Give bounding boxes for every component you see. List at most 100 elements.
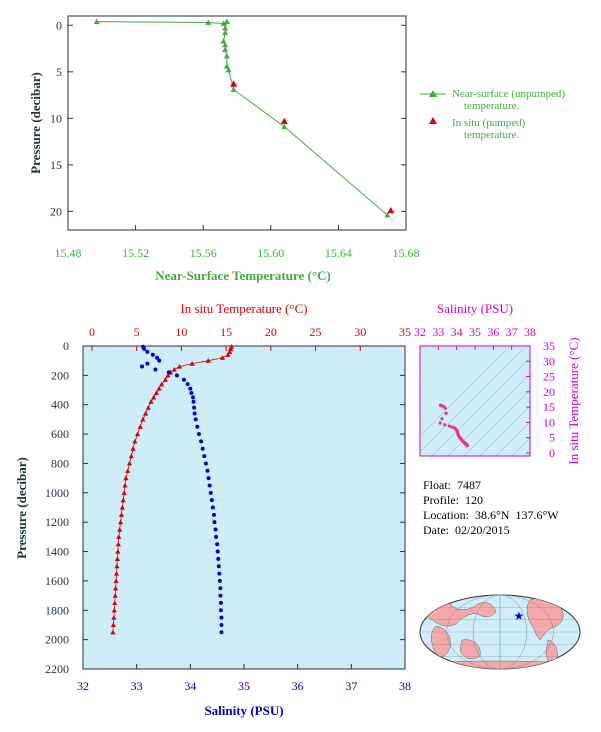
temperature-profile-point [225,352,231,357]
near-surface-x-tick-label: 15.48 [55,246,82,260]
temperature-profile-point [156,385,162,391]
salinity-profile-point [142,346,147,351]
pumped-temperature-point [280,117,288,124]
profile-chart: 0200400600800100012001400160018002000220… [14,301,411,718]
profile-number: Profile: 120 [423,493,483,507]
temperature-profile-point [117,519,124,525]
temperature-axis-tick-label: 30 [354,325,366,339]
near-surface-y-tick-label: 0 [56,18,62,32]
ts-point [443,423,447,427]
temperature-axis-label: In situ Temperature (°C) [180,301,307,316]
profile-y-tick-label: 600 [51,427,69,441]
salinity-profile-point [150,352,155,357]
ts-y-tick-label: 25 [543,370,555,384]
near-surface-y-ticks: 0 5 10 15 20 [50,18,406,218]
profile-y-tick-label: 800 [51,456,69,470]
temperature-profile-point [171,366,177,372]
near-surface-x-tick-label: 15.64 [325,246,352,260]
density-isoline [463,389,530,456]
density-isoline [479,405,530,456]
temperature-axis-tick-label: 20 [265,325,277,339]
near-surface-y-label: Pressure (decibar) [28,72,43,174]
temperature-profile-point [205,358,211,363]
legend-unpumped-line2: temperature. [464,100,520,112]
unpumped-temperature-point [223,18,230,24]
temperature-profile-point [177,363,183,369]
ts-y-tick-label: 20 [543,385,555,399]
temperature-profile-point [115,548,121,554]
temperature-profile-point [111,615,117,620]
unpumped-temperature-point [93,18,100,24]
salinity-profile-point [218,593,223,598]
salinity-profile-point [185,382,190,387]
ts-x-ticks: 32 33 34 35 36 37 38 [414,325,536,350]
ts-points [438,403,469,448]
temperature-profile-point [122,482,128,488]
unpumped-temperature-point [281,123,288,130]
temperature-profile-point [148,399,154,404]
temperature-profile-point [126,460,133,466]
legend-unpumped-line1: Near-surface (unpumped) [452,88,566,100]
near-surface-y-tick-label: 15 [50,158,62,172]
temperature-profile-point [159,381,165,387]
profile-y-tick-label: 1000 [45,486,69,500]
near-surface-x-label: Near-Surface Temperature (°C) [155,268,331,283]
salinity-axis-tick-label: 33 [131,679,143,693]
temperature-axis-tick-label: 35 [399,325,411,339]
density-isoline [495,421,530,456]
profile-y-tick-label: 2000 [45,633,69,647]
ts-y-tick-label: 15 [543,400,555,414]
profile-date: Date: 02/20/2015 [423,523,510,537]
temperature-axis-tick-label: 15 [220,325,232,339]
near-surface-y-tick-label: 10 [50,111,62,125]
ts-x-tick-label: 35 [469,325,481,339]
salinity-axis-label: Salinity (PSU) [204,703,283,718]
profile-y-tick-label: 200 [51,368,69,382]
salinity-profile-point [153,367,158,372]
density-isoline [447,373,530,456]
salinity-profile-point [217,578,222,583]
near-surface-chart: 15.48 15.52 15.56 15.60 15.64 15.68 05101520 … [28,15,446,283]
ts-y-tick-label: 35 [543,339,555,353]
salinity-profile-series [140,344,224,635]
profile-frame [82,345,406,670]
salinity-axis-tick-label: 32 [77,679,89,693]
salinity-profile-point [145,349,150,354]
salinity-profile-point [210,505,215,510]
density-isoline [420,346,527,453]
ts-point [438,421,442,425]
salinity-profile-point [219,622,224,627]
temperature-axis-tick-label: 0 [89,325,95,339]
unpumped-temperature-point [220,20,227,26]
temperature-axis-tick-label: 10 [175,325,187,339]
salinity-profile-point [195,424,200,429]
temperature-profile-point [189,361,195,366]
temperature-profile-point [116,534,122,539]
temperature-profile-point [112,592,118,598]
temperature-profile-point [137,424,143,429]
temperature-profile-point [125,468,131,473]
ts-y-tick-label: 30 [543,354,555,368]
salinity-profile-point [155,355,160,360]
ts-point [447,424,451,428]
temperature-profile-point [162,377,168,382]
salinity-profile-point [209,498,214,503]
near-surface-series [93,18,395,218]
ts-point [444,411,448,415]
temperature-axis-tick-label: 5 [134,325,140,339]
unpumped-temperature-point [222,25,229,31]
temperature-profile-point [113,578,119,583]
salinity-profile-point [200,446,205,451]
profile-y-tick-label: 0 [63,339,69,353]
salinity-profile-point [192,405,197,410]
salinity-profile-point [208,490,213,495]
salinity-profile-point [215,542,220,547]
temperature-profile-point [145,405,151,410]
ts-point [443,406,447,410]
temperature-profile-point [123,475,129,481]
profile-y-label: Pressure (decibar) [14,457,29,559]
salinity-axis-tick-label: 37 [345,679,357,693]
near-surface-y-tick-label: 5 [56,65,62,79]
temperature-profile-point [165,372,171,378]
